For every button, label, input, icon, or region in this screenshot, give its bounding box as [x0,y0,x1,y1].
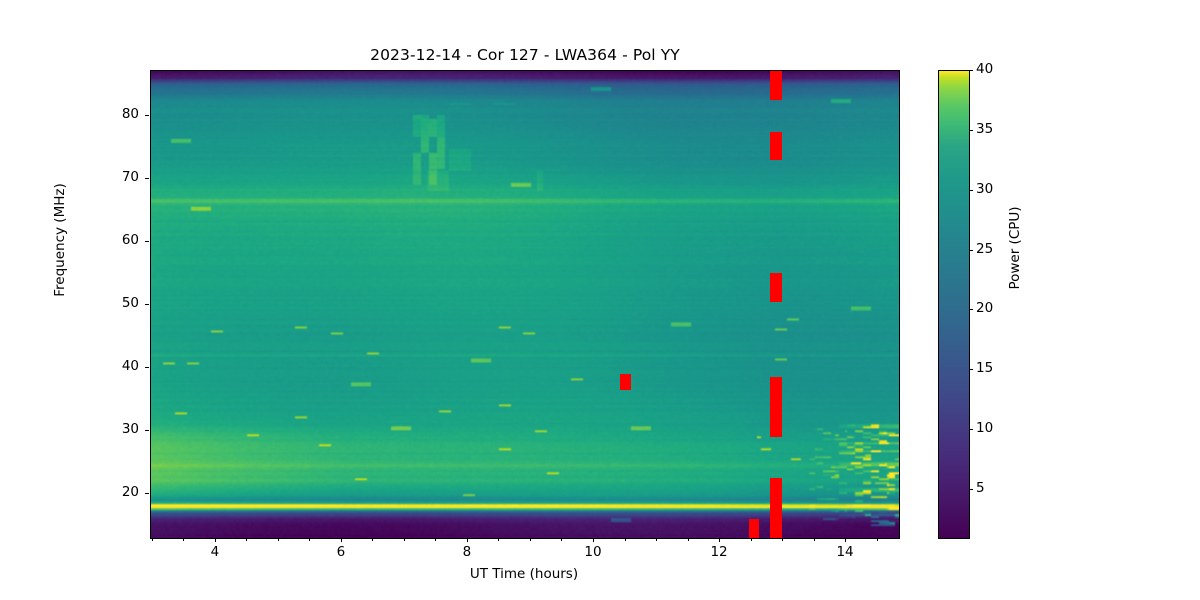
x-minor-tick [813,538,815,541]
x-minor-tick [498,538,500,541]
colorbar-tick-mark [969,369,973,371]
rfi-flag-block [770,131,783,160]
colorbar-tick-label: 15 [976,360,994,377]
x-tick-label: 8 [462,544,472,560]
x-tick-mark [340,538,342,542]
x-minor-tick [561,538,563,541]
x-minor-tick [687,538,689,541]
colorbar-tick-mark [969,489,973,491]
colorbar-tick-mark [969,249,973,251]
spectrogram-axes[interactable] [150,70,900,539]
y-tick-mark [145,366,149,368]
colorbar-tick-label: 20 [976,300,994,317]
y-tick-mark [145,177,149,179]
y-tick-label: 30 [121,420,139,437]
rfi-flag-block [749,519,760,538]
colorbar-tick-label: 5 [976,480,985,497]
x-minor-tick [624,538,626,541]
waterfall-canvas [151,71,899,538]
y-tick-label: 60 [121,231,139,248]
x-minor-tick [151,538,153,541]
colorbar-tick-label: 35 [976,120,994,137]
colorbar-tick-mark [969,189,973,191]
x-tick-label: 6 [336,544,346,560]
x-tick-label: 12 [710,544,728,560]
x-minor-tick [876,538,878,541]
colorbar-tick-label: 10 [976,420,994,437]
y-tick-mark [145,429,149,431]
x-minor-tick [183,538,185,541]
x-axis-label: UT Time (hours) [469,566,579,582]
y-tick-mark [145,303,149,305]
colorbar-label: Power (CPU) [1007,206,1023,290]
x-minor-tick [750,538,752,541]
y-tick-mark [145,114,149,116]
colorbar-tick-label: 40 [976,61,994,77]
y-tick-mark [145,492,149,494]
x-minor-tick [782,538,784,541]
x-minor-tick [309,538,311,541]
waterfall-image [151,71,899,538]
y-tick-label: 20 [121,483,139,500]
rfi-flag-block [770,377,783,438]
y-tick-mark [145,240,149,242]
colorbar-tick-mark [969,429,973,431]
x-minor-tick [435,538,437,541]
colorbar [938,70,970,539]
colorbar-tick-mark [969,70,973,71]
rfi-flag-block [770,478,783,538]
y-tick-label: 50 [121,294,139,311]
colorbar-tick-mark [969,129,973,131]
colorbar-tick-mark [969,309,973,311]
y-tick-label: 40 [121,357,139,374]
x-tick-mark [845,538,847,542]
plot-title: 2023-12-14 - Cor 127 - LWA364 - Pol YY [370,46,680,64]
y-axis-label: Frequency (MHz) [52,183,68,297]
x-tick-mark [593,538,594,542]
x-tick-mark [719,538,721,542]
x-tick-mark [466,538,468,542]
rfi-flag-block [619,374,631,390]
rfi-flag-block [770,273,783,302]
x-tick-mark [214,538,216,542]
y-tick-label: 70 [121,168,139,185]
x-minor-tick [372,538,374,541]
rfi-flag-block [770,71,783,100]
y-tick-label: 80 [121,105,139,122]
x-minor-tick [277,538,279,541]
x-minor-tick [403,538,405,541]
x-tick-label: 14 [836,544,854,560]
x-minor-tick [656,538,658,541]
x-tick-label: 10 [584,544,602,560]
x-minor-tick [246,538,248,541]
x-minor-tick [529,538,531,541]
x-tick-label: 4 [210,544,220,560]
colorbar-tick-label: 30 [976,180,994,197]
colorbar-tick-label: 25 [976,240,994,257]
